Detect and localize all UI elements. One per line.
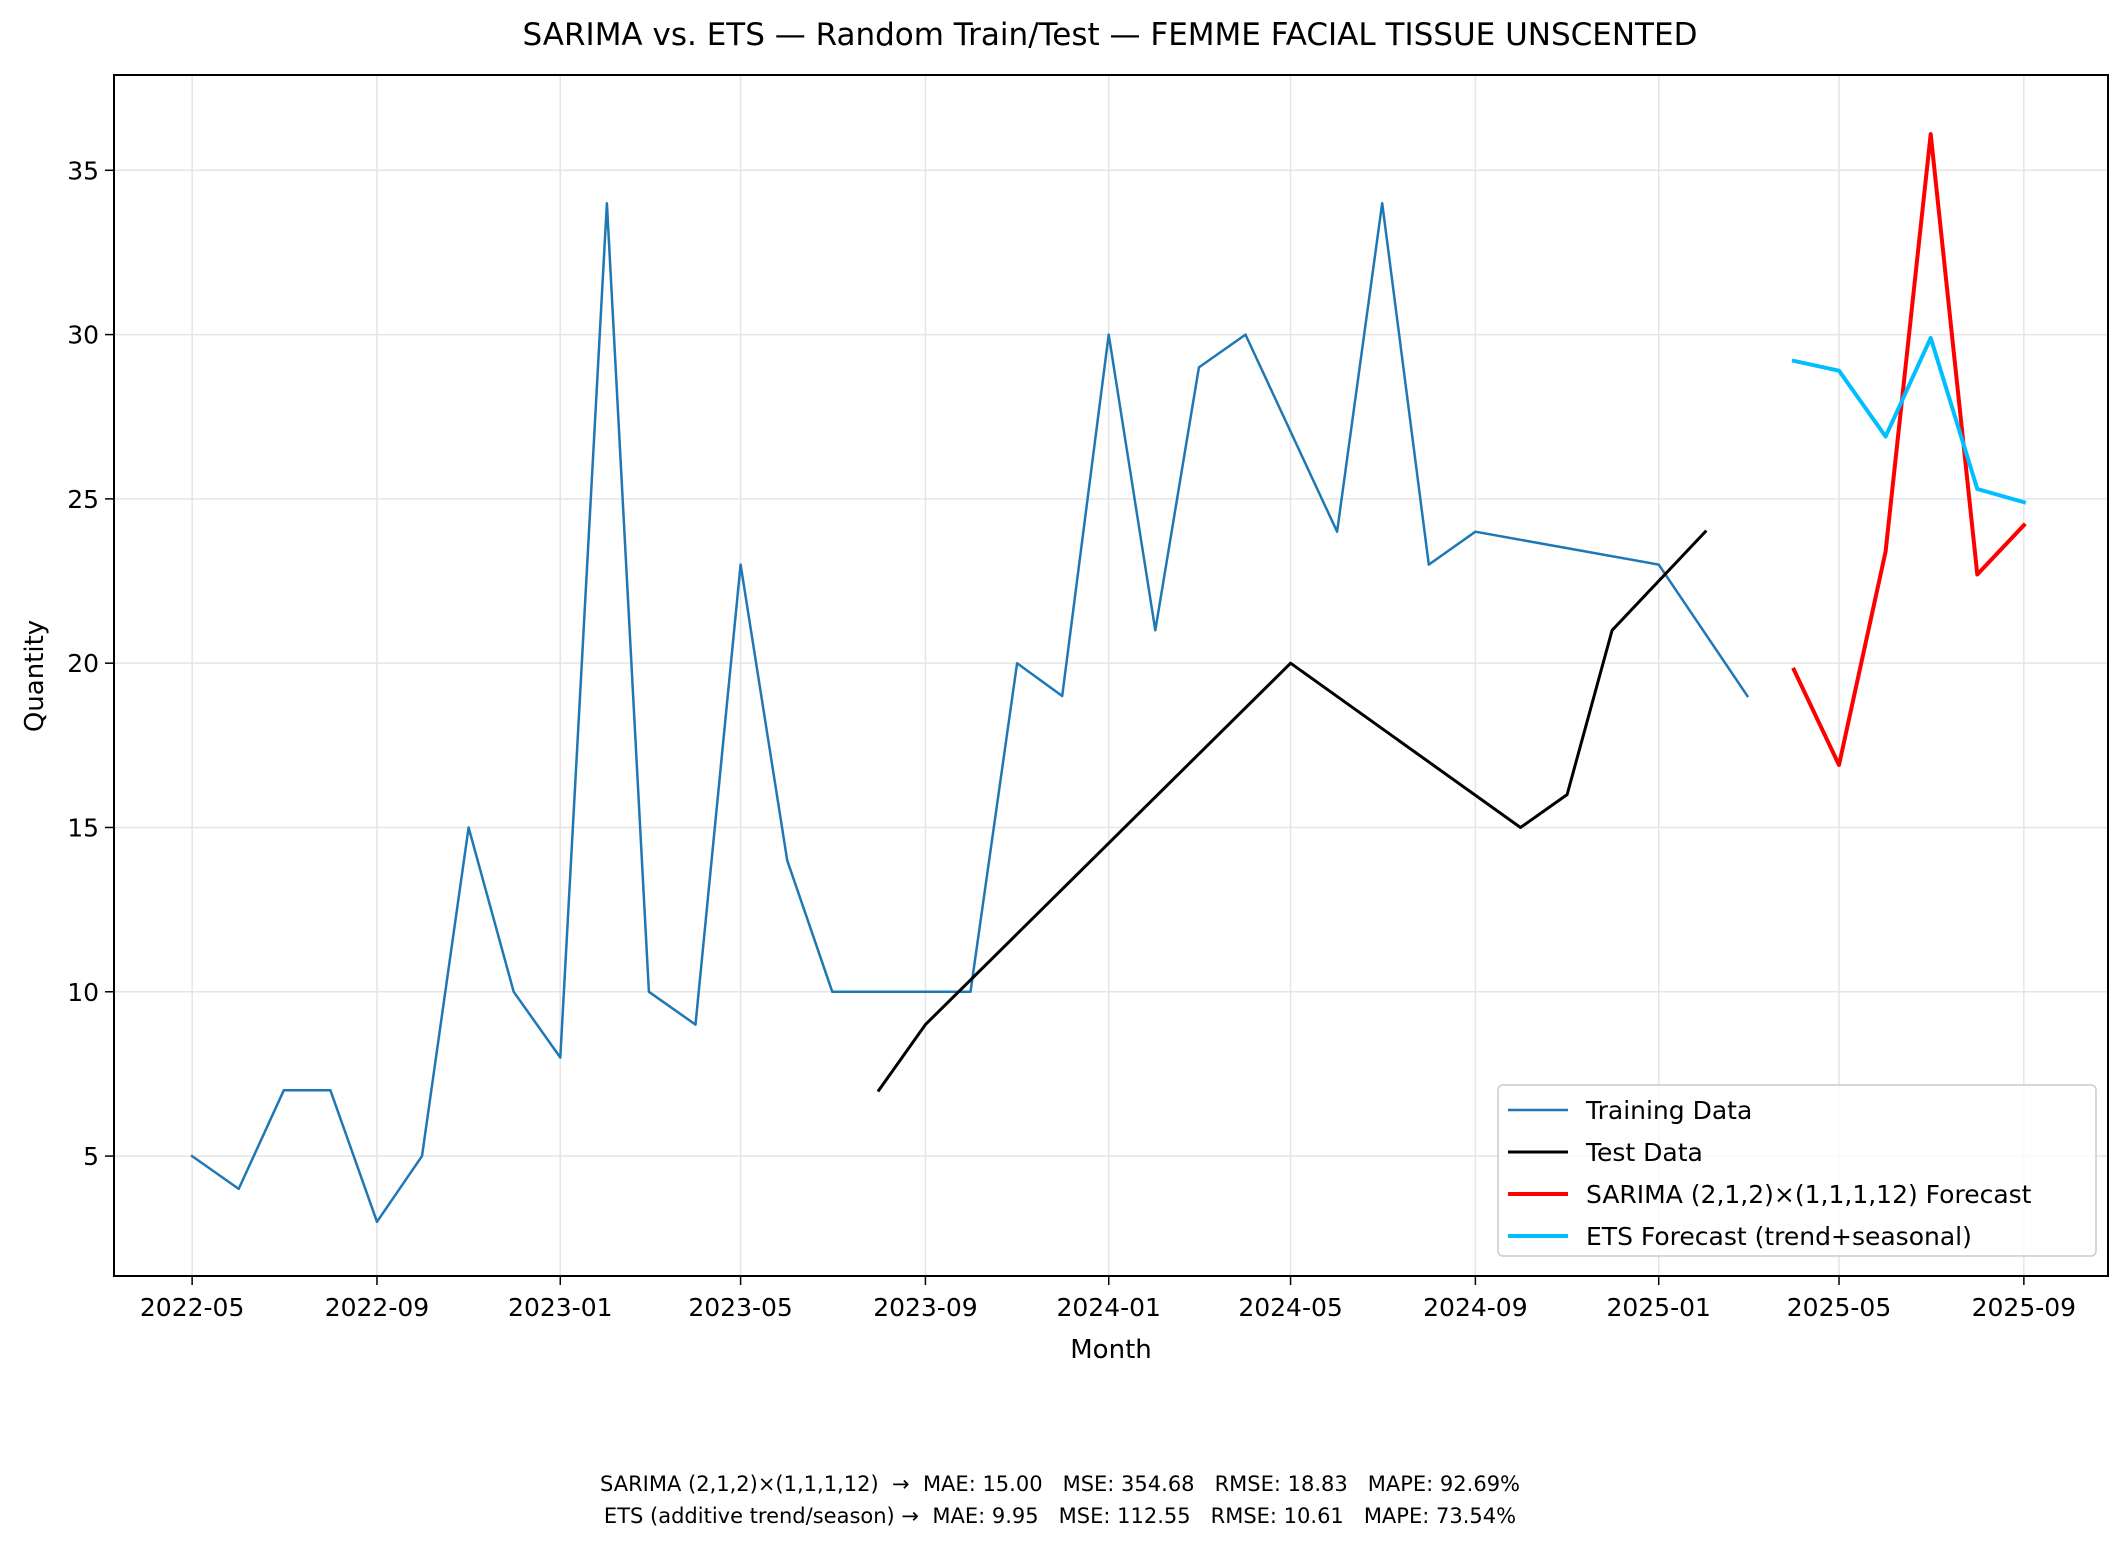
x-tick-label: 2025-05 <box>1787 1293 1891 1322</box>
sarima-metrics-text: SARIMA (2,1,2)×(1,1,1,12) → MAE: 15.00 M… <box>599 1472 1521 1496</box>
x-tick-label: 2023-09 <box>873 1293 977 1322</box>
ets-metrics-text: ETS (additive trend/season) → MAE: 9.95 … <box>603 1504 1517 1528</box>
legend-label: ETS Forecast (trend+seasonal) <box>1586 1222 1972 1251</box>
y-tick-label: 15 <box>67 813 99 842</box>
x-axis-label: Month <box>1070 1335 1152 1365</box>
x-tick-label: 2024-05 <box>1238 1293 1342 1322</box>
y-tick-label: 30 <box>67 321 99 350</box>
legend-label: SARIMA (2,1,2)×(1,1,1,12) Forecast <box>1586 1180 2032 1209</box>
y-tick-label: 20 <box>67 649 99 678</box>
legend-box <box>1497 1084 2097 1257</box>
series-line-1 <box>190 201 1750 1224</box>
x-tick-label: 2023-01 <box>508 1293 612 1322</box>
series-layer <box>190 132 2027 1224</box>
x-tick-label: 2024-01 <box>1057 1293 1161 1322</box>
legend-label: Training Data <box>1585 1096 1752 1125</box>
x-tick-label: 2025-09 <box>1972 1293 2076 1322</box>
y-tick-label: 35 <box>67 156 99 185</box>
x-tick-label: 2024-09 <box>1423 1293 1527 1322</box>
series-line-3 <box>1791 132 2027 767</box>
x-tick-label: 2022-09 <box>325 1293 429 1322</box>
series-line-4 <box>1791 335 2027 505</box>
y-axis-label: Quantity <box>20 620 50 732</box>
y-tick-label: 25 <box>67 485 99 514</box>
chart-title: SARIMA vs. ETS — Random Train/Test — FEM… <box>523 17 1698 53</box>
y-tick-label: 5 <box>83 1142 99 1171</box>
x-tick-label: 2023-05 <box>688 1293 792 1322</box>
legend: Training Data Test Data SARIMA (2,1,2)×(1,… <box>1497 1084 2097 1257</box>
y-tick-label: 10 <box>67 978 99 1007</box>
grid <box>114 75 2108 1276</box>
axis-ticks: 2022-05 2022-09 2023-01 2023-05 2023-09 2024-… <box>67 156 2076 1322</box>
legend-label: Test Data <box>1585 1138 1703 1167</box>
series-line-2 <box>876 529 1708 1093</box>
x-tick-label: 2022-05 <box>140 1293 244 1322</box>
x-tick-label: 2025-01 <box>1606 1293 1710 1322</box>
plot-area <box>113 74 2109 1277</box>
